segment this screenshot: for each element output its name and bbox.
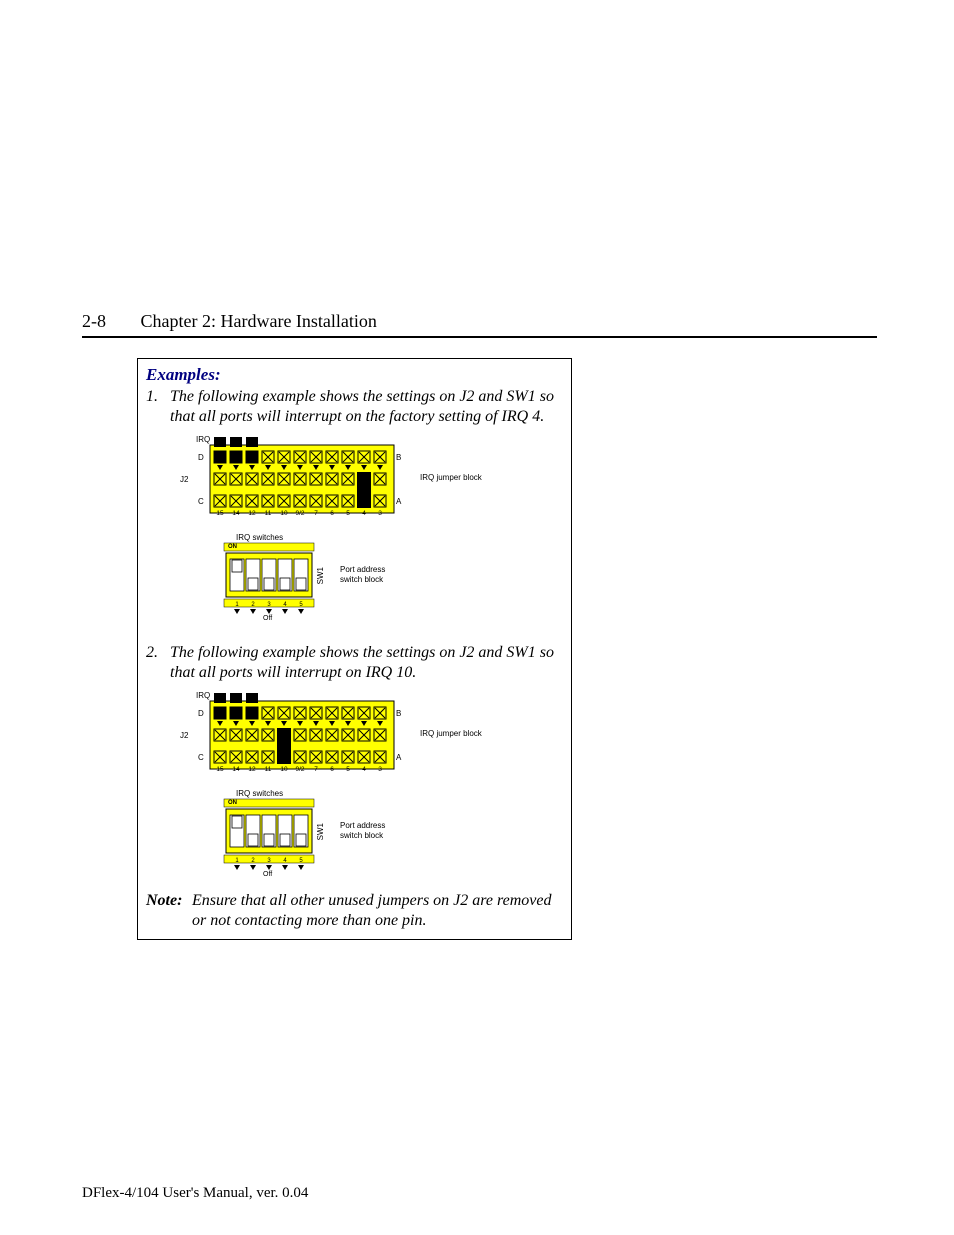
irq-label: IRQ	[196, 691, 210, 700]
svg-text:11: 11	[265, 766, 272, 773]
j2-label: J2	[180, 475, 188, 484]
switch-side-label-2: switch block	[340, 831, 383, 840]
sw1-label: SW1	[316, 567, 325, 584]
jumper-diagram-2: 15141211109/276543 IRQ D J2 C B A IRQ ju…	[196, 689, 563, 781]
example-2-text: The following example shows the settings…	[170, 643, 563, 683]
on-label: ON	[228, 800, 237, 806]
svg-text:15: 15	[216, 766, 224, 773]
svg-text:11: 11	[265, 510, 272, 517]
svg-text:12: 12	[248, 766, 256, 773]
row-a-label: A	[396, 753, 401, 762]
switch-side-label-1: Port address	[340, 821, 385, 830]
svg-text:10: 10	[280, 766, 288, 773]
switch-diagram-1: IRQ switches 12345 ON Off SW1 Port addre…	[196, 535, 563, 625]
switch-diagram-2: IRQ switches 12345 ON Off SW1 Port addre…	[196, 791, 563, 881]
row-d-label: D	[198, 709, 204, 718]
example-1-number: 1.	[146, 387, 170, 427]
sw1-label: SW1	[316, 823, 325, 840]
note-label: Note:	[146, 891, 192, 931]
page-footer: DFlex-4/104 User's Manual, ver. 0.04	[82, 1185, 308, 1202]
off-label: Off	[263, 615, 272, 622]
svg-text:4: 4	[362, 510, 366, 517]
svg-text:7: 7	[314, 766, 318, 773]
j2-label: J2	[180, 731, 188, 740]
switch-side-label-2: switch block	[340, 575, 383, 584]
row-c-label: C	[198, 497, 204, 506]
irq-label: IRQ	[196, 435, 210, 444]
jumper-diagram-1: 15141211109/276543 IRQ D J2 C B A IRQ ju…	[196, 433, 563, 525]
note-text: Ensure that all other unused jumpers on …	[192, 891, 563, 931]
example-1-text: The following example shows the settings…	[170, 387, 563, 427]
page-header: 2-8 Chapter 2: Hardware Installation	[82, 311, 877, 338]
svg-text:5: 5	[346, 510, 350, 517]
svg-text:9/2: 9/2	[295, 510, 304, 517]
row-b-label: B	[396, 709, 401, 718]
svg-text:5: 5	[346, 766, 350, 773]
note-row: Note: Ensure that all other unused jumpe…	[146, 891, 563, 931]
svg-text:6: 6	[330, 510, 334, 517]
switch-side-label-1: Port address	[340, 565, 385, 574]
jumper-side-label: IRQ jumper block	[420, 473, 482, 482]
jumper-side-label: IRQ jumper block	[420, 729, 482, 738]
example-2: 2. The following example shows the setti…	[146, 643, 563, 683]
svg-text:6: 6	[330, 766, 334, 773]
svg-text:14: 14	[232, 766, 240, 773]
row-c-label: C	[198, 753, 204, 762]
row-d-label: D	[198, 453, 204, 462]
svg-text:10: 10	[280, 510, 288, 517]
svg-text:14: 14	[232, 510, 240, 517]
svg-text:12: 12	[248, 510, 256, 517]
row-a-label: A	[396, 497, 401, 506]
examples-box: Examples: 1. The following example shows…	[137, 358, 572, 940]
example-2-number: 2.	[146, 643, 170, 683]
on-label: ON	[228, 544, 237, 550]
svg-text:7: 7	[314, 510, 318, 517]
irq-switches-label: IRQ switches	[236, 533, 283, 542]
svg-text:4: 4	[362, 766, 366, 773]
examples-title: Examples:	[146, 365, 563, 385]
off-label: Off	[263, 871, 272, 878]
svg-text:3: 3	[378, 766, 382, 773]
example-1: 1. The following example shows the setti…	[146, 387, 563, 427]
irq-switches-label: IRQ switches	[236, 789, 283, 798]
svg-text:9/2: 9/2	[295, 766, 304, 773]
row-b-label: B	[396, 453, 401, 462]
chapter-title: Chapter 2: Hardware Installation	[141, 311, 377, 331]
svg-text:15: 15	[216, 510, 224, 517]
page-number: 2-8	[82, 311, 106, 331]
svg-text:3: 3	[378, 510, 382, 517]
